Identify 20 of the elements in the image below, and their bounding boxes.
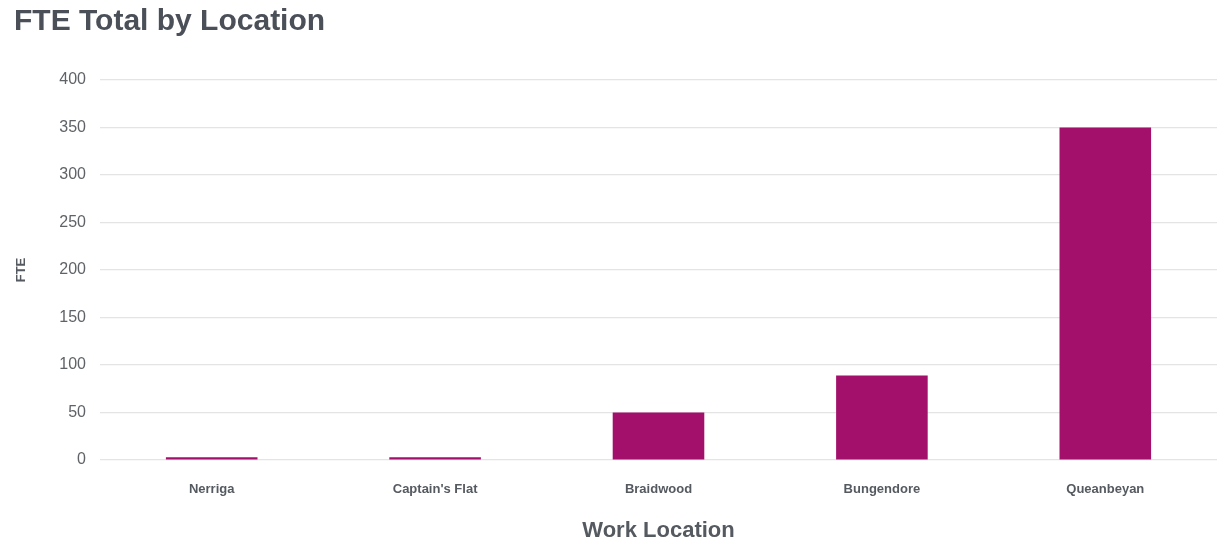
y-tick-label: 0 bbox=[77, 450, 87, 468]
y-tick-label: 50 bbox=[68, 402, 87, 420]
bar bbox=[836, 375, 928, 460]
y-tick-label: 100 bbox=[59, 355, 87, 373]
y-tick-label: 150 bbox=[59, 307, 87, 325]
y-tick-label: 400 bbox=[59, 70, 87, 88]
x-tick-label: Nerriga bbox=[188, 481, 236, 497]
y-tick-label: 250 bbox=[59, 212, 87, 230]
x-axis-title: Work Location bbox=[582, 516, 735, 542]
bar bbox=[612, 412, 705, 460]
bar bbox=[1059, 127, 1152, 460]
y-tick-label: 350 bbox=[59, 117, 87, 135]
y-tick-label: 200 bbox=[59, 260, 87, 278]
y-tick-label: 300 bbox=[59, 165, 87, 183]
x-tick-label: Braidwood bbox=[624, 481, 693, 497]
y-axis-title: FTE bbox=[13, 257, 29, 283]
x-tick-label: Bungendore bbox=[843, 481, 921, 497]
chart-title: FTE Total by Location bbox=[14, 3, 326, 37]
x-tick-label: Queanbeyan bbox=[1066, 481, 1145, 497]
x-tick-label: Captain's Flat bbox=[392, 481, 479, 497]
